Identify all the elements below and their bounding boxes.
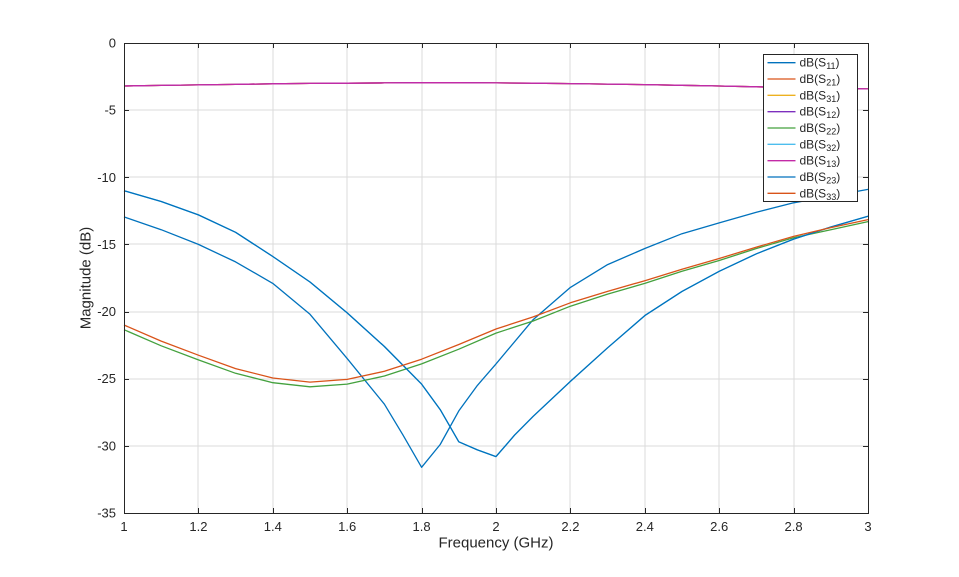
legend-label: dB(S23) (800, 170, 841, 186)
legend[interactable]: dB(S11)dB(S21)dB(S31)dB(S12)dB(S22)dB(S3… (763, 54, 858, 202)
y-tick-label: -5 (104, 103, 116, 118)
curve-s23[interactable] (123, 190, 869, 458)
legend-entry-s32[interactable]: dB(S32) (767, 137, 841, 153)
legend-label: dB(S11) (800, 56, 840, 72)
x-tick-label: 1.2 (189, 519, 207, 534)
legend-entry-s12[interactable]: dB(S12) (767, 105, 841, 121)
y-tick-label: -35 (97, 506, 116, 521)
x-tick-label: 2.6 (710, 519, 728, 534)
y-tick-label: -10 (97, 170, 116, 185)
legend-label: dB(S33) (800, 186, 841, 202)
y-tick-label: -20 (97, 304, 116, 319)
y-tick-label: 0 (109, 36, 116, 51)
legend-entry-s21[interactable]: dB(S21) (767, 72, 841, 88)
legend-entry-s22[interactable]: dB(S22) (767, 121, 841, 137)
legend-label: dB(S22) (800, 121, 841, 137)
x-tick-label: 3 (864, 519, 871, 534)
legend-entry-s11[interactable]: dB(S11) (767, 56, 840, 72)
y-tick-label: -25 (97, 371, 116, 386)
legend-label: dB(S12) (800, 105, 841, 121)
x-tick-label: 2.4 (636, 519, 654, 534)
legend-label: dB(S21) (800, 72, 841, 88)
x-tick-label: 2.8 (785, 519, 803, 534)
legend-entry-s31[interactable]: dB(S31) (767, 88, 841, 104)
y-tick-label: -30 (97, 438, 116, 453)
x-tick-label: 1.4 (264, 519, 282, 534)
legend-label: dB(S31) (800, 88, 841, 104)
x-tick-label: 1.8 (413, 519, 431, 534)
x-axis-label: Frequency (GHz) (438, 534, 554, 552)
x-tick-label: 1 (120, 519, 127, 534)
x-tick-label: 1.6 (338, 519, 356, 534)
curve-s11[interactable] (123, 188, 869, 468)
legend-entry-s23[interactable]: dB(S23) (767, 170, 841, 186)
curve-s33[interactable] (123, 218, 869, 383)
legend-entry-s13[interactable]: dB(S13) (767, 154, 841, 170)
y-tick-label: -15 (97, 237, 116, 252)
curve-s13[interactable] (123, 82, 869, 90)
legend-label: dB(S13) (800, 154, 841, 170)
curve-s22[interactable] (123, 220, 869, 388)
legend-label: dB(S32) (800, 137, 841, 153)
y-axis-label: Magnitude (dB) (77, 226, 95, 330)
legend-entry-s33[interactable]: dB(S33) (767, 186, 841, 202)
x-tick-label: 2.2 (561, 519, 579, 534)
x-tick-label: 2 (492, 519, 499, 534)
